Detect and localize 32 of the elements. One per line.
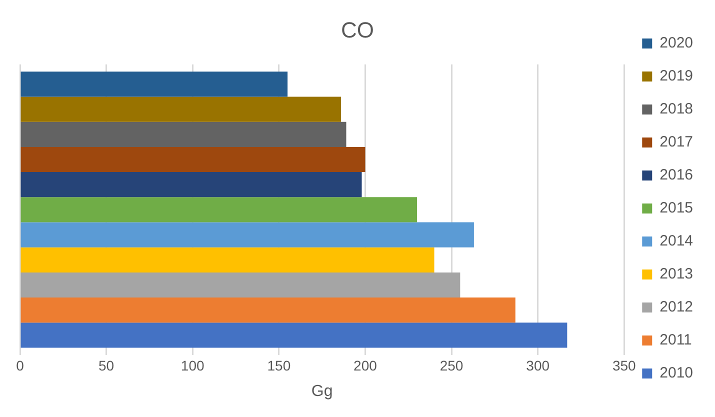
legend-label: 2011 [660, 332, 692, 349]
legend-label: 2017 [660, 134, 694, 151]
chart-title: CO [341, 17, 374, 42]
x-tick-label: 50 [98, 357, 114, 374]
legend-label: 2016 [660, 166, 694, 184]
bar [20, 146, 366, 172]
x-tick-label: 0 [16, 357, 24, 374]
legend-label: 2012 [660, 298, 694, 316]
bar [20, 222, 474, 248]
legend-label: 2018 [660, 100, 694, 118]
legend-label: 2015 [660, 200, 694, 217]
bar [20, 322, 568, 348]
legend-label: 2014 [660, 232, 694, 250]
bar [20, 197, 417, 222]
bar [20, 298, 516, 323]
x-tick-label: 150 [267, 357, 291, 374]
bar [20, 96, 342, 122]
bar [20, 272, 460, 298]
x-tick-label: 250 [440, 357, 464, 374]
bar [20, 172, 362, 198]
legend-label: 2020 [660, 34, 694, 52]
bar [20, 247, 434, 272]
bar [20, 72, 288, 97]
x-tick-label: 350 [612, 357, 636, 374]
legend-label: 2019 [660, 68, 694, 85]
x-tick-label: 300 [526, 357, 550, 374]
x-axis-title: Gg [311, 382, 333, 400]
legend-label: 2010 [660, 364, 694, 382]
x-tick-label: 100 [180, 357, 204, 374]
legend-label: 2013 [660, 266, 694, 283]
x-tick-label: 200 [354, 357, 378, 374]
bar [20, 122, 346, 147]
